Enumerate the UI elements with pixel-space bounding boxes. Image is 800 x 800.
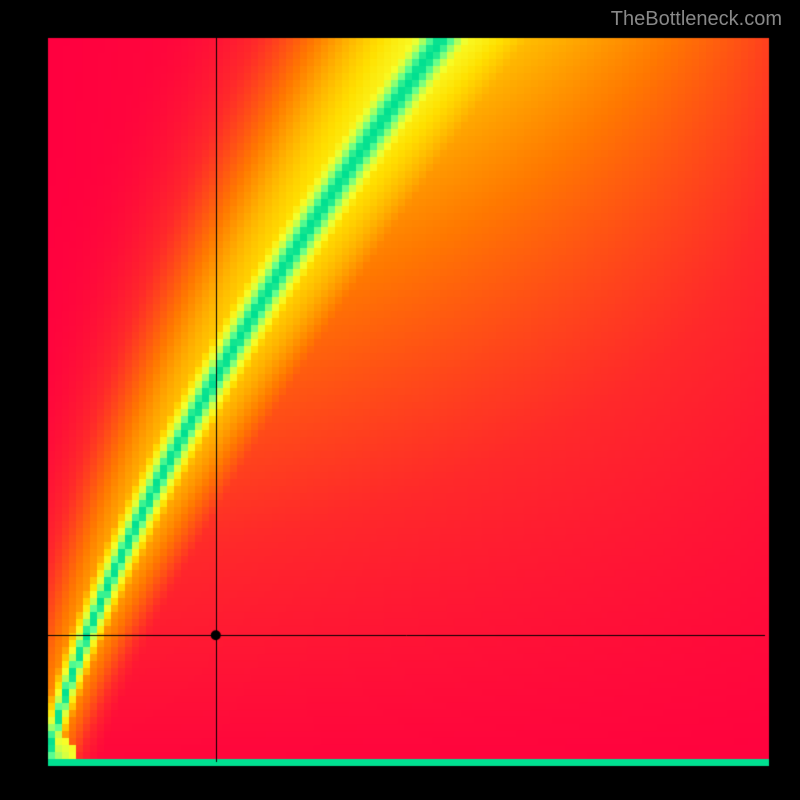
watermark-text: TheBottleneck.com [611, 8, 782, 31]
bottleneck-heatmap [0, 0, 800, 800]
